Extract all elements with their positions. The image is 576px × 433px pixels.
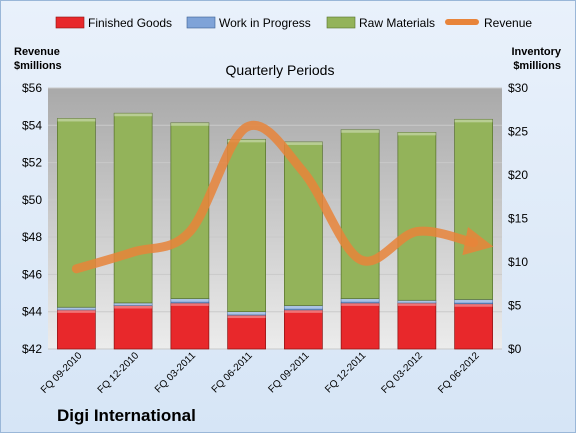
bar-highlight — [454, 119, 493, 123]
left-tick-label: $44 — [22, 305, 42, 319]
right-axis-ticks: $0 $5 $10 $15 $20 $25 $30 — [508, 81, 528, 356]
bar-highlight — [114, 305, 153, 309]
bar-highlight — [227, 139, 266, 143]
bar-highlight — [57, 309, 96, 313]
left-tick-label: $54 — [22, 118, 42, 132]
left-axis-ticks: $42 $44 $46 $48 $50 $52 $54 $56 — [22, 81, 42, 356]
legend-label-raw-materials: Raw Materials — [359, 16, 435, 30]
bar-finished-goods — [284, 309, 323, 350]
bar-highlight — [341, 298, 380, 302]
bar-highlight — [170, 298, 209, 302]
bar-finished-goods — [397, 302, 437, 350]
left-tick-label: $46 — [22, 267, 42, 281]
right-tick-label: $20 — [508, 168, 528, 182]
left-tick-label: $48 — [22, 230, 42, 244]
category-label: FQ 06-2012 — [436, 350, 482, 396]
right-tick-label: $0 — [508, 342, 522, 356]
bar-highlight — [397, 302, 436, 306]
bar-raw-materials — [113, 112, 153, 304]
bar-highlight — [397, 132, 436, 136]
bar-highlight — [284, 305, 323, 309]
left-axis-title-line2: $millions — [14, 60, 62, 72]
bar-finished-goods — [113, 305, 153, 350]
category-label: FQ 03-2012 — [379, 350, 425, 396]
bar-highlight — [284, 141, 323, 145]
left-tick-label: $42 — [22, 342, 42, 356]
category-label: FQ 06-2011 — [210, 350, 255, 395]
category-label: FQ 12-2011 — [323, 350, 368, 395]
legend-label-revenue: Revenue — [484, 16, 532, 30]
category-labels: FQ 09-2010 FQ 12-2010 FQ 03-2011 FQ 06-2011… — [39, 350, 482, 396]
right-tick-label: $5 — [508, 299, 522, 313]
bar-raw-materials — [57, 118, 96, 308]
legend: Finished Goods Work in Progress Raw Mate… — [55, 16, 532, 30]
legend-item-raw-materials: Raw Materials — [326, 16, 435, 30]
right-tick-label: $15 — [508, 212, 528, 226]
left-tick-label: $52 — [22, 156, 42, 170]
bar-highlight — [114, 113, 153, 117]
bar-highlight — [227, 315, 266, 319]
bar-highlight — [57, 118, 96, 122]
bar-highlight — [170, 302, 209, 306]
bar-raw-materials — [227, 138, 266, 312]
right-tick-label: $25 — [508, 125, 528, 139]
bars — [57, 112, 493, 350]
left-tick-label: $56 — [22, 81, 42, 95]
bar-highlight — [454, 299, 493, 303]
bar-highlight — [227, 311, 266, 315]
right-tick-label: $10 — [508, 255, 528, 269]
chart-subtitle: Quarterly Periods — [226, 62, 335, 78]
revenue-line — [71, 120, 494, 274]
category-label: FQ 09-2011 — [267, 350, 312, 395]
bar-finished-goods — [227, 314, 266, 350]
company-name: Digi International — [57, 406, 196, 425]
category-label: FQ 09-2010 — [39, 350, 85, 396]
bar-highlight — [114, 302, 153, 306]
left-axis-title-line1: Revenue — [14, 46, 60, 58]
legend-item-finished-goods: Finished Goods — [55, 16, 172, 30]
category-label: FQ 12-2010 — [96, 350, 142, 396]
bar-highlight — [397, 300, 436, 303]
bar-raw-materials — [340, 129, 380, 299]
left-tick-label: $50 — [22, 193, 42, 207]
bar-highlight — [341, 129, 380, 133]
bar-highlight — [57, 307, 96, 310]
legend-item-revenue: Revenue — [445, 16, 532, 30]
bar-raw-materials — [454, 118, 493, 300]
legend-label-work-in-progress: Work in Progress — [219, 16, 311, 30]
bar-finished-goods — [454, 303, 493, 350]
bar-raw-materials — [397, 132, 437, 301]
bar-finished-goods — [340, 302, 380, 350]
category-label: FQ 03-2011 — [153, 350, 198, 395]
bar-finished-goods — [170, 302, 210, 350]
bar-highlight — [170, 122, 209, 126]
right-axis-title-line1: Inventory — [511, 46, 561, 58]
right-axis-title-line2: $millions — [513, 60, 561, 72]
bar-highlight — [454, 303, 493, 307]
bar-highlight — [341, 302, 380, 306]
legend-label-finished-goods: Finished Goods — [88, 16, 172, 30]
revenue-line-path — [71, 120, 494, 274]
bar-highlight — [284, 309, 323, 313]
bar-finished-goods — [57, 309, 96, 350]
legend-item-work-in-progress: Work in Progress — [186, 16, 311, 30]
right-tick-label: $30 — [508, 81, 528, 95]
